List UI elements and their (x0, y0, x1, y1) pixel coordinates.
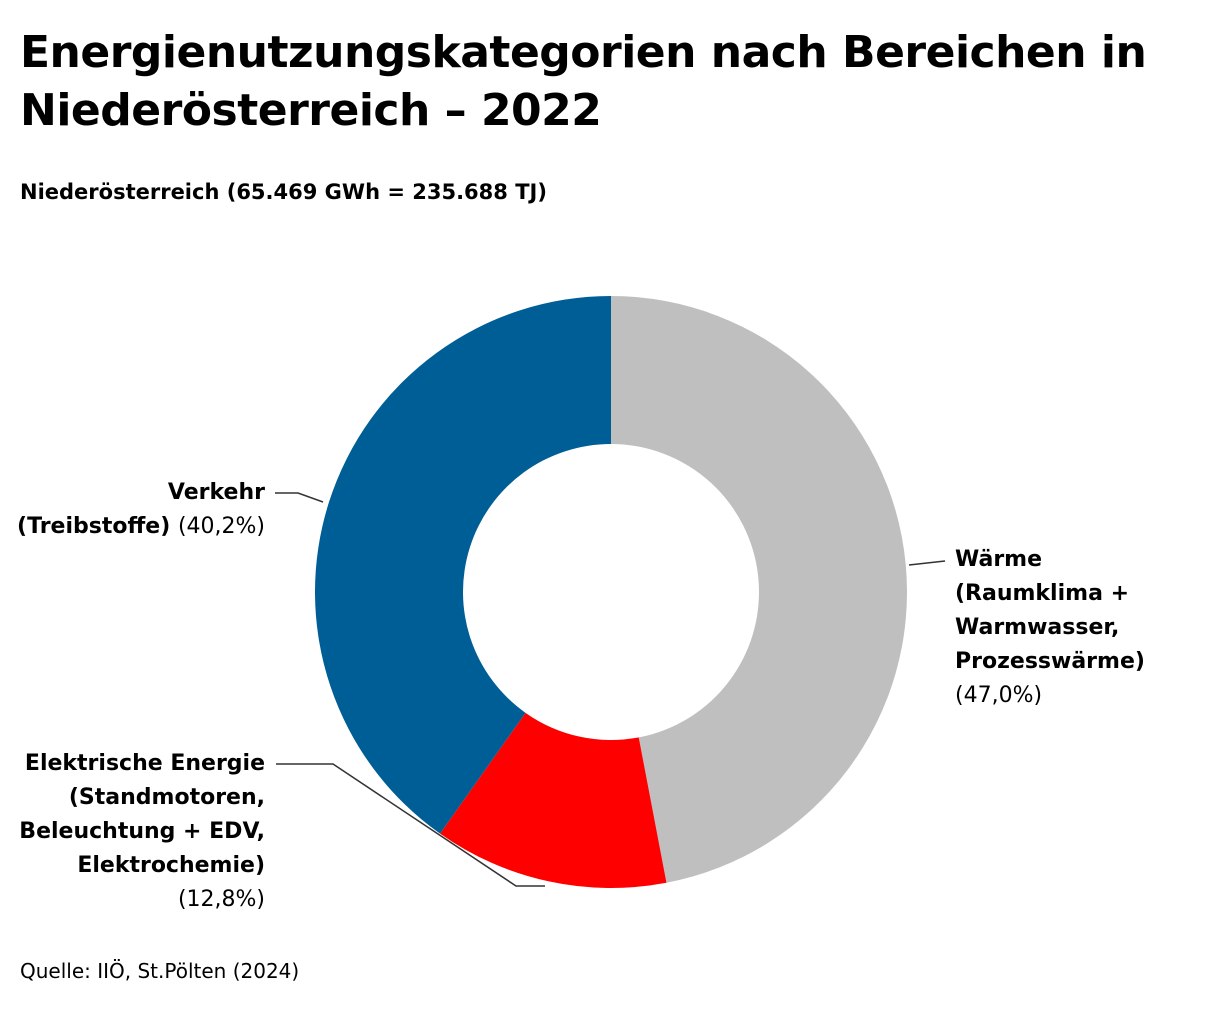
donut-slice-verkehr (314, 296, 611, 834)
slice-label-waerme-name: Wärme (Raumklima + Warmwasser, Prozesswä… (955, 547, 1145, 674)
slice-label-elektrisch: Elektrische Energie (Standmotoren, Beleu… (19, 747, 265, 917)
donut-slice-waerme (611, 296, 908, 883)
slice-label-elektrisch-name: Elektrische Energie (Standmotoren, Beleu… (19, 751, 265, 878)
slice-label-verkehr-name-line: Verkehr (Treibstoffe) (40,2%) (17, 476, 265, 544)
slice-label-waerme-value: (47,0%) (955, 683, 1043, 708)
donut-slices (314, 296, 908, 888)
leader-lines (275, 492, 946, 887)
leader-line-waerme (908, 560, 946, 566)
slice-label-waerme: Wärme (Raumklima + Warmwasser, Prozesswä… (955, 543, 1145, 713)
slice-label-verkehr: Verkehr (Treibstoffe) (40,2%) (17, 476, 265, 544)
slice-label-verkehr-subname: (Treibstoffe) (17, 514, 178, 539)
donut-slice-elektrisch (440, 712, 667, 888)
leader-line-verkehr (275, 492, 324, 503)
slice-label-elektrisch-value: (12,8%) (177, 887, 265, 912)
slice-label-verkehr-value: (40,2%) (177, 514, 265, 539)
slice-label-verkehr-name: Verkehr (167, 480, 265, 505)
chart-title: Energienutzungskategorien nach Bereichen… (20, 27, 1147, 136)
leader-line-elektrisch (276, 763, 545, 887)
slice-label-verkehr-line2: (Treibstoffe) (40,2%) (17, 510, 265, 544)
source-note: Quelle: IIÖ, St.Pölten (2024) (20, 959, 300, 983)
chart-subtitle: Niederösterreich (65.469 GWh = 235.688 T… (20, 180, 547, 204)
